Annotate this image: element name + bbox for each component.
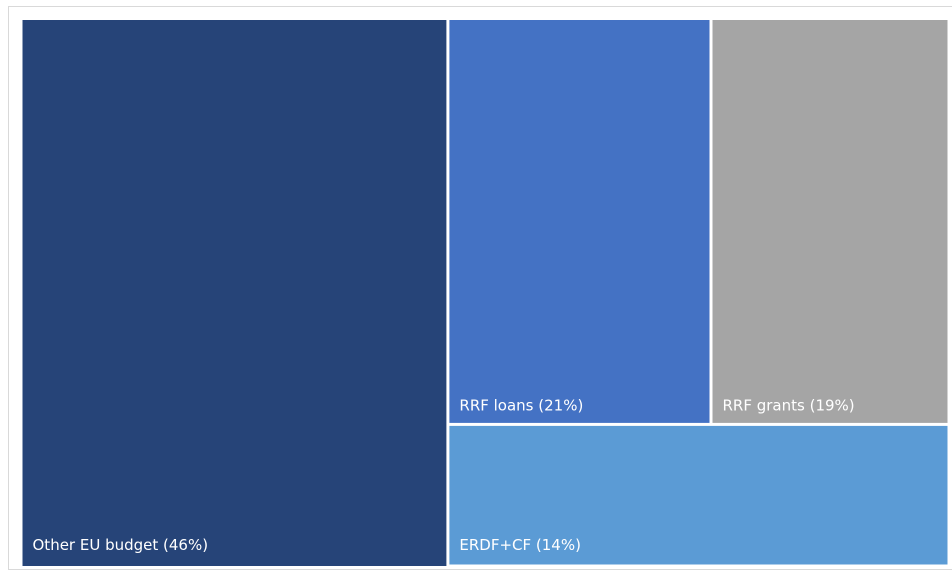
labels-layer: Other EU budget (46%) RRF loans (21%) RRF … bbox=[33, 396, 855, 554]
treemap-label-rrf-loans: RRF loans (21%) bbox=[459, 396, 583, 414]
treemap-tile-rrf-loans bbox=[449, 20, 710, 423]
treemap-tile-erdf-cf bbox=[449, 425, 948, 565]
treemap-label-erdf-cf: ERDF+CF (14%) bbox=[459, 536, 581, 554]
treemap-tile-other-eu-budget bbox=[22, 20, 447, 566]
tiles-layer bbox=[22, 20, 948, 566]
treemap-label-rrf-grants: RRF grants (19%) bbox=[723, 396, 855, 414]
treemap-tile-rrf-grants bbox=[712, 20, 948, 423]
treemap-label-other-eu-budget: Other EU budget (46%) bbox=[33, 536, 209, 554]
